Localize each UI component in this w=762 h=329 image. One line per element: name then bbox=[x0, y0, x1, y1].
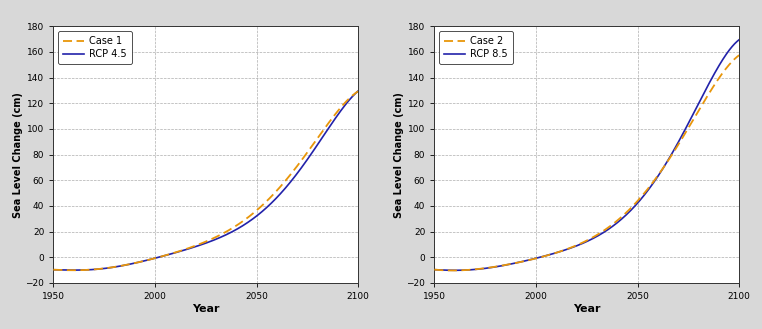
Case 1 bbox=[103, 266, 112, 270]
Case 2 bbox=[509, 262, 518, 266]
Line: Case 2: Case 2 bbox=[434, 55, 739, 270]
RCP 8.5 bbox=[450, 268, 459, 272]
RCP 8.5 bbox=[484, 266, 493, 270]
Line: Case 1: Case 1 bbox=[53, 91, 358, 270]
Case 1 bbox=[229, 225, 238, 229]
X-axis label: Year: Year bbox=[192, 304, 219, 314]
Case 1 bbox=[69, 268, 78, 272]
Case 2 bbox=[484, 266, 493, 270]
RCP 4.5 bbox=[229, 229, 238, 233]
Line: RCP 4.5: RCP 4.5 bbox=[53, 91, 358, 270]
Case 2 bbox=[430, 268, 439, 272]
RCP 4.5 bbox=[279, 189, 288, 192]
Line: RCP 8.5: RCP 8.5 bbox=[434, 40, 739, 270]
RCP 4.5 bbox=[71, 268, 80, 272]
X-axis label: Year: Year bbox=[573, 304, 600, 314]
RCP 8.5 bbox=[509, 262, 518, 266]
Legend: Case 2, RCP 8.5: Case 2, RCP 8.5 bbox=[439, 31, 513, 64]
RCP 8.5 bbox=[568, 245, 578, 249]
RCP 8.5 bbox=[634, 200, 643, 204]
RCP 4.5 bbox=[128, 262, 137, 266]
Case 2 bbox=[568, 245, 578, 249]
Case 2 bbox=[634, 198, 643, 202]
RCP 8.5 bbox=[610, 223, 619, 227]
RCP 4.5 bbox=[187, 246, 197, 250]
Y-axis label: Sea Level Change (cm): Sea Level Change (cm) bbox=[13, 92, 23, 217]
Case 1 bbox=[187, 245, 197, 249]
RCP 8.5 bbox=[660, 164, 669, 168]
RCP 8.5 bbox=[430, 268, 439, 272]
Case 1 bbox=[253, 208, 262, 212]
RCP 4.5 bbox=[103, 266, 112, 270]
Case 1 bbox=[279, 181, 288, 185]
Case 2 bbox=[735, 53, 744, 57]
RCP 4.5 bbox=[253, 214, 262, 217]
RCP 8.5 bbox=[735, 38, 744, 42]
Case 2 bbox=[610, 221, 619, 225]
Case 1 bbox=[128, 262, 137, 266]
Case 1 bbox=[354, 89, 363, 93]
Case 2 bbox=[448, 268, 457, 272]
Legend: Case 1, RCP 4.5: Case 1, RCP 4.5 bbox=[58, 31, 132, 64]
Case 1 bbox=[49, 268, 58, 272]
RCP 4.5 bbox=[49, 268, 58, 272]
Case 2 bbox=[660, 164, 669, 168]
RCP 4.5 bbox=[354, 89, 363, 93]
Y-axis label: Sea Level Change (cm): Sea Level Change (cm) bbox=[394, 92, 404, 217]
